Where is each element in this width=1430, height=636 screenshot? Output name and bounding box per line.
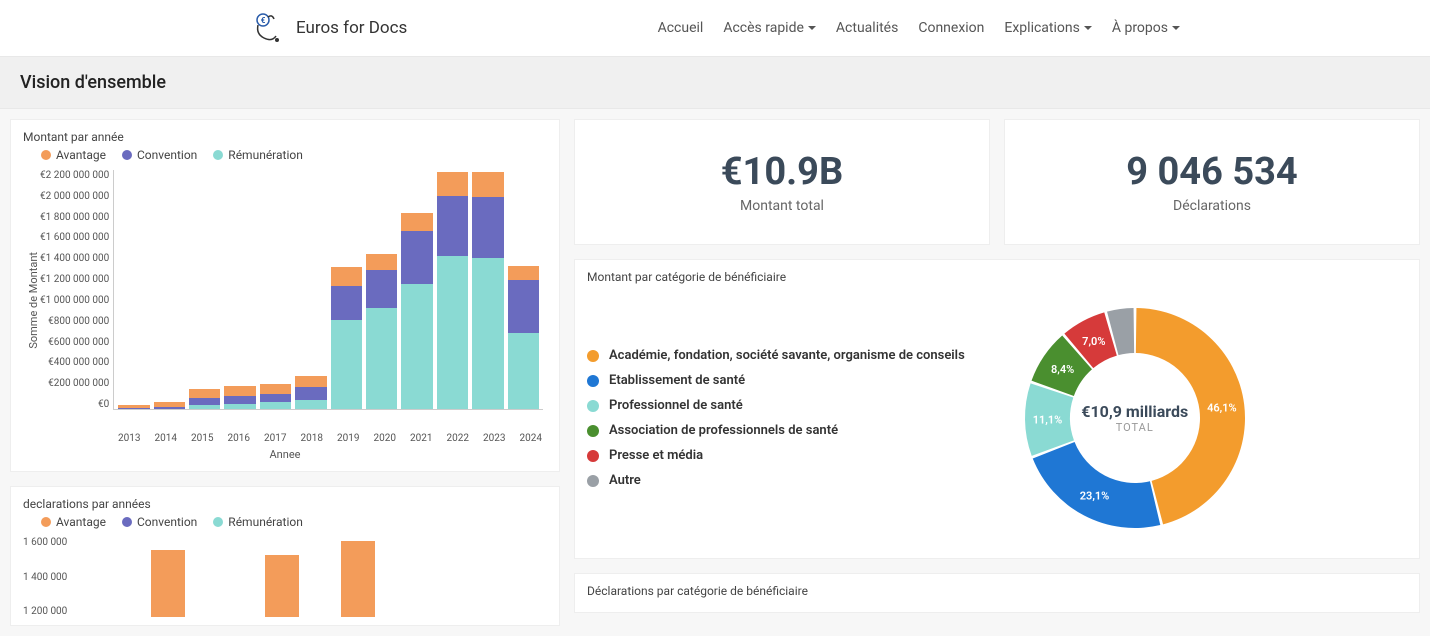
donut-legend-item[interactable]: Autre [587,473,965,488]
bar[interactable] [295,376,326,409]
chart1-title: Montant par année [23,130,547,144]
nav-acces-rapide[interactable]: Accès rapide [723,20,816,36]
barchart1: Somme de Montant €2 200 000 000€2 000 00… [23,170,543,430]
chevron-down-icon [1172,26,1180,30]
donut-legend-item[interactable]: Académie, fondation, société savante, or… [587,348,965,363]
legend-remuneration[interactable]: Rémunération [213,515,303,529]
bar[interactable] [151,550,185,617]
plot-area [71,537,513,617]
legend-avantage[interactable]: Avantage [41,515,106,529]
kpi-declarations: 9 046 534 Déclarations [1004,119,1420,245]
y-ticks: €2 200 000 000€2 000 000 000€1 800 000 0… [40,170,113,410]
donut-title: Montant par catégorie de bénéficiaire [587,270,1407,284]
swatch-icon [122,150,132,160]
chart-declarations-par-annees: declarations par années Avantage Convent… [10,486,560,626]
donut-legend-item[interactable]: Association de professionnels de santé [587,423,965,438]
section2-title: Déclarations par catégorie de bénéficiai… [587,584,1407,598]
donut-center-label: TOTAL [1081,421,1188,434]
bar[interactable] [341,541,375,617]
chart-montant-par-annee: Montant par année Avantage Convention Ré… [10,119,560,472]
bar[interactable] [118,405,149,409]
barchart2: 1 600 0001 400 0001 200 000 [23,537,513,617]
brand-text: Euros for Docs [296,18,407,38]
legend-convention[interactable]: Convention [122,148,197,162]
bar[interactable] [366,254,397,409]
bar[interactable] [437,172,468,409]
page-title: Vision d'ensemble [20,72,1410,93]
bar[interactable] [472,172,503,409]
bar[interactable] [260,384,291,409]
chevron-down-icon [808,26,816,30]
donut-center-value: €10,9 milliards [1081,402,1188,421]
nav-connexion[interactable]: Connexion [918,20,984,36]
kpi-label: Montant total [585,198,979,214]
donut-legend-item[interactable]: Etablissement de santé [587,373,965,388]
nav-links: Accueil Accès rapide Actualités Connexio… [658,20,1180,36]
chart1-legend: Avantage Convention Rémunération [23,148,547,162]
bar[interactable] [331,267,362,409]
y-ticks: 1 600 0001 400 0001 200 000 [23,537,71,617]
bar[interactable] [224,386,255,409]
bar[interactable] [508,266,539,409]
donut-legend-item[interactable]: Presse et média [587,448,965,463]
donut-card: Montant par catégorie de bénéficiaire Ac… [574,259,1420,559]
x-labels: 2013201420152016201720182019202020212022… [113,433,547,444]
plot-area [113,170,543,410]
slice-pct-label: 8,4% [1051,363,1074,376]
logo-icon: € [250,10,286,46]
donut-wrap: Académie, fondation, société savante, or… [587,288,1407,548]
nav-a-propos[interactable]: À propos [1112,20,1180,36]
svg-text:€: € [261,16,266,25]
y-axis-label: Somme de Montant [23,252,40,349]
donut-legend-item[interactable]: Professionnel de santé [587,398,965,413]
swatch-icon [122,517,132,527]
legend-remuneration[interactable]: Rémunération [213,148,303,162]
legend-convention[interactable]: Convention [122,515,197,529]
swatch-icon [587,375,599,387]
kpi-value: 9 046 534 [1015,150,1409,194]
slice-pct-label: 23,1% [1080,490,1110,503]
donut-box: 46,1% 23,1% 11,1% 8,4% 7,0% €10,9 milliards … [1005,288,1265,548]
slice-pct-label: 11,1% [1032,413,1062,426]
kpi-label: Déclarations [1015,198,1409,214]
swatch-icon [587,350,599,362]
x-axis-label: Annee [23,448,547,461]
kpi-row: €10.9B Montant total 9 046 534 Déclarati… [574,119,1420,245]
donut-slice[interactable] [1032,442,1160,528]
navbar: € Euros for Docs Accueil Accès rapide Ac… [0,0,1430,56]
legend-avantage[interactable]: Avantage [41,148,106,162]
titlebar: Vision d'ensemble [0,56,1430,109]
bar[interactable] [265,555,299,617]
left-column: Montant par année Avantage Convention Ré… [10,119,560,626]
swatch-icon [587,475,599,487]
kpi-value: €10.9B [585,150,979,194]
swatch-icon [41,150,51,160]
nav-accueil[interactable]: Accueil [658,20,704,36]
swatch-icon [41,517,51,527]
bar[interactable] [154,402,185,409]
swatch-icon [587,400,599,412]
swatch-icon [213,517,223,527]
dashboard: Montant par année Avantage Convention Ré… [0,109,1430,636]
slice-pct-label: 46,1% [1207,401,1237,414]
bar[interactable] [189,389,220,409]
chart2-legend: Avantage Convention Rémunération [23,515,547,529]
bar[interactable] [401,213,432,409]
slice-pct-label: 7,0% [1082,335,1105,348]
chart2-title: declarations par années [23,497,547,511]
swatch-icon [213,150,223,160]
kpi-montant-total: €10.9B Montant total [574,119,990,245]
section-declarations-categorie: Déclarations par catégorie de bénéficiai… [574,573,1420,613]
brand[interactable]: € Euros for Docs [250,10,407,46]
nav-actualites[interactable]: Actualités [836,20,898,36]
right-column: €10.9B Montant total 9 046 534 Déclarati… [574,119,1420,626]
chevron-down-icon [1084,26,1092,30]
nav-explications[interactable]: Explications [1004,20,1091,36]
donut-legend: Académie, fondation, société savante, or… [587,348,965,488]
donut-center: €10,9 milliards TOTAL [1081,402,1188,434]
swatch-icon [587,450,599,462]
swatch-icon [587,425,599,437]
